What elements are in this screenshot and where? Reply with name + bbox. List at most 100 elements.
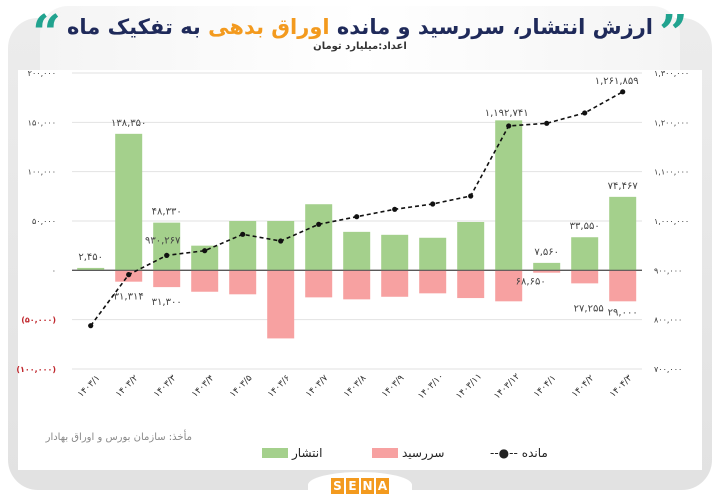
balance-point [278, 238, 284, 244]
maturity-bar [533, 270, 561, 273]
balance-point [88, 323, 94, 329]
legend-swatch [372, 448, 398, 458]
category-label: ۱۴۰۳/۹ [380, 373, 406, 399]
category-label: ۱۴۰۴/۳ [608, 373, 634, 399]
balance-point [240, 231, 246, 237]
maturity-bar [381, 270, 409, 297]
maturity-data-label: ۳۱,۳۰۰ [152, 297, 182, 308]
issuance-bar [343, 231, 371, 271]
legend-label: مانده [521, 446, 548, 460]
balance-point [544, 120, 550, 126]
maturity-bar [343, 270, 371, 300]
left-tick-label: ۲۰۰,۰۰۰ [28, 69, 56, 78]
right-tick-label: ۸۰۰,۰۰۰ [654, 316, 682, 325]
legend-balance: مانده --●-- [490, 446, 548, 460]
maturity-data-label: ۲۹,۰۰۰ [608, 307, 638, 318]
page-title: ارزش انتشار، سررسید و مانده اوراق بدهی ب… [67, 14, 653, 40]
quote-open-icon: “ [32, 3, 61, 62]
legend-label: سررسید [402, 446, 445, 460]
maturity-data-label: ۶۸,۶۵۰ [516, 277, 546, 288]
legend-label: انتشار [292, 446, 323, 460]
balance-point [506, 123, 512, 129]
left-tick-label: ۵۰,۰۰۰ [32, 217, 56, 226]
issuance-data-label: ۲,۴۵۰ [78, 252, 103, 263]
maturity-bar [495, 270, 523, 302]
balance-data-label: ۱,۱۹۲,۷۴۱ [485, 108, 529, 119]
maturity-bar [305, 270, 333, 298]
issuance-bar [609, 196, 637, 271]
right-tick-label: ۹۰۰,۰۰۰ [654, 266, 682, 275]
maturity-bar [229, 270, 257, 295]
title-highlight: اوراق بدهی [208, 15, 330, 39]
category-label: ۱۴۰۳/۶ [266, 373, 292, 399]
title-band: “ ارزش انتشار، سررسید و مانده اوراق بدهی… [32, 6, 688, 70]
left-tick-label: ۱۵۰,۰۰۰ [28, 118, 56, 127]
balance-point [468, 193, 474, 199]
quote-close-icon: ” [659, 3, 688, 62]
issuance-bar [229, 221, 257, 271]
issuance-bar [533, 262, 561, 271]
category-label: ۱۴۰۳/۱۰ [416, 372, 446, 402]
right-tick-label: ۱,۰۰۰,۰۰۰ [654, 217, 689, 226]
category-label: ۱۴۰۴/۱ [532, 373, 558, 399]
issuance-bar [571, 237, 599, 271]
issuance-bar [153, 222, 181, 271]
subtitle: اعداد:میلیارد تومان [313, 41, 407, 52]
issuance-data-label: ۷,۵۶۰ [534, 247, 559, 258]
balance-point [620, 89, 626, 95]
balance-point [202, 248, 208, 254]
issuance-bar [77, 267, 105, 271]
right-tick-label: ۱,۳۰۰,۰۰۰ [654, 69, 689, 78]
right-tick-label: ۷۰۰,۰۰۰ [654, 365, 682, 374]
category-label: ۱۴۰۳/۱ [76, 373, 102, 399]
balance-point [430, 201, 436, 207]
category-label: ۱۴۰۳/۱۱ [454, 372, 484, 402]
title-part1: ارزش انتشار، سررسید و مانده [336, 15, 653, 39]
issuance-data-label: ۳۳,۵۵۰ [570, 221, 600, 232]
balance-point [582, 110, 588, 116]
right-tick-label: ۱,۲۰۰,۰۰۰ [654, 118, 689, 127]
balance-point [354, 214, 360, 220]
issuance-bar [305, 204, 333, 271]
left-tick-label: (۱۰۰,۰۰۰) [16, 365, 56, 374]
maturity-bar [457, 270, 485, 299]
category-label: ۱۴۰۳/۸ [342, 373, 368, 399]
maturity-bar [191, 270, 219, 292]
source-note: مأخذ: سازمان بورس و اوراق بهادار [45, 432, 192, 443]
left-tick-label: ۰ [52, 266, 56, 275]
balance-point [392, 206, 398, 212]
issuance-bar [495, 120, 523, 271]
maturity-bar [609, 270, 637, 302]
issuance-bar [457, 221, 485, 271]
maturity-bar [267, 270, 295, 339]
balance-point [126, 272, 132, 278]
right-tick-label: ۱,۱۰۰,۰۰۰ [654, 168, 689, 177]
maturity-bar [571, 270, 599, 284]
maturity-data-label: ۳۱,۳۱۴ [114, 292, 144, 303]
maturity-bar [153, 270, 181, 288]
maturity-bar [419, 270, 447, 294]
title-part2: به تفکیک ماه [67, 15, 201, 39]
balance-data-label: ۱,۲۶۱,۸۵۹ [595, 76, 639, 87]
legend-issuance: انتشار [262, 446, 322, 460]
balance-point [164, 252, 170, 259]
category-label: ۱۴۰۳/۵ [228, 373, 254, 399]
category-label: ۱۴۰۴/۲ [570, 373, 596, 399]
left-tick-label: (۵۰,۰۰۰) [21, 316, 56, 325]
issuance-bar [381, 234, 409, 271]
category-label: ۱۴۰۳/۷ [304, 373, 330, 399]
issuance-data-label: ۷۴,۴۶۷ [608, 181, 639, 192]
left-tick-label: ۱۰۰,۰۰۰ [28, 168, 56, 177]
balance-point [316, 221, 322, 227]
issuance-data-label: ۴۸,۳۳۰ [152, 207, 182, 218]
maturity-data-label: ۲۷,۲۵۵ [574, 303, 604, 314]
issuance-bar [267, 221, 295, 271]
category-label: ۱۴۰۳/۲ [114, 373, 140, 399]
issuance-data-label: ۱۳۸,۳۵۰ [111, 118, 146, 129]
legend-maturity: سررسید [372, 446, 444, 460]
legend-line-marker-icon: --●-- [490, 446, 518, 460]
legend-swatch [262, 448, 288, 458]
